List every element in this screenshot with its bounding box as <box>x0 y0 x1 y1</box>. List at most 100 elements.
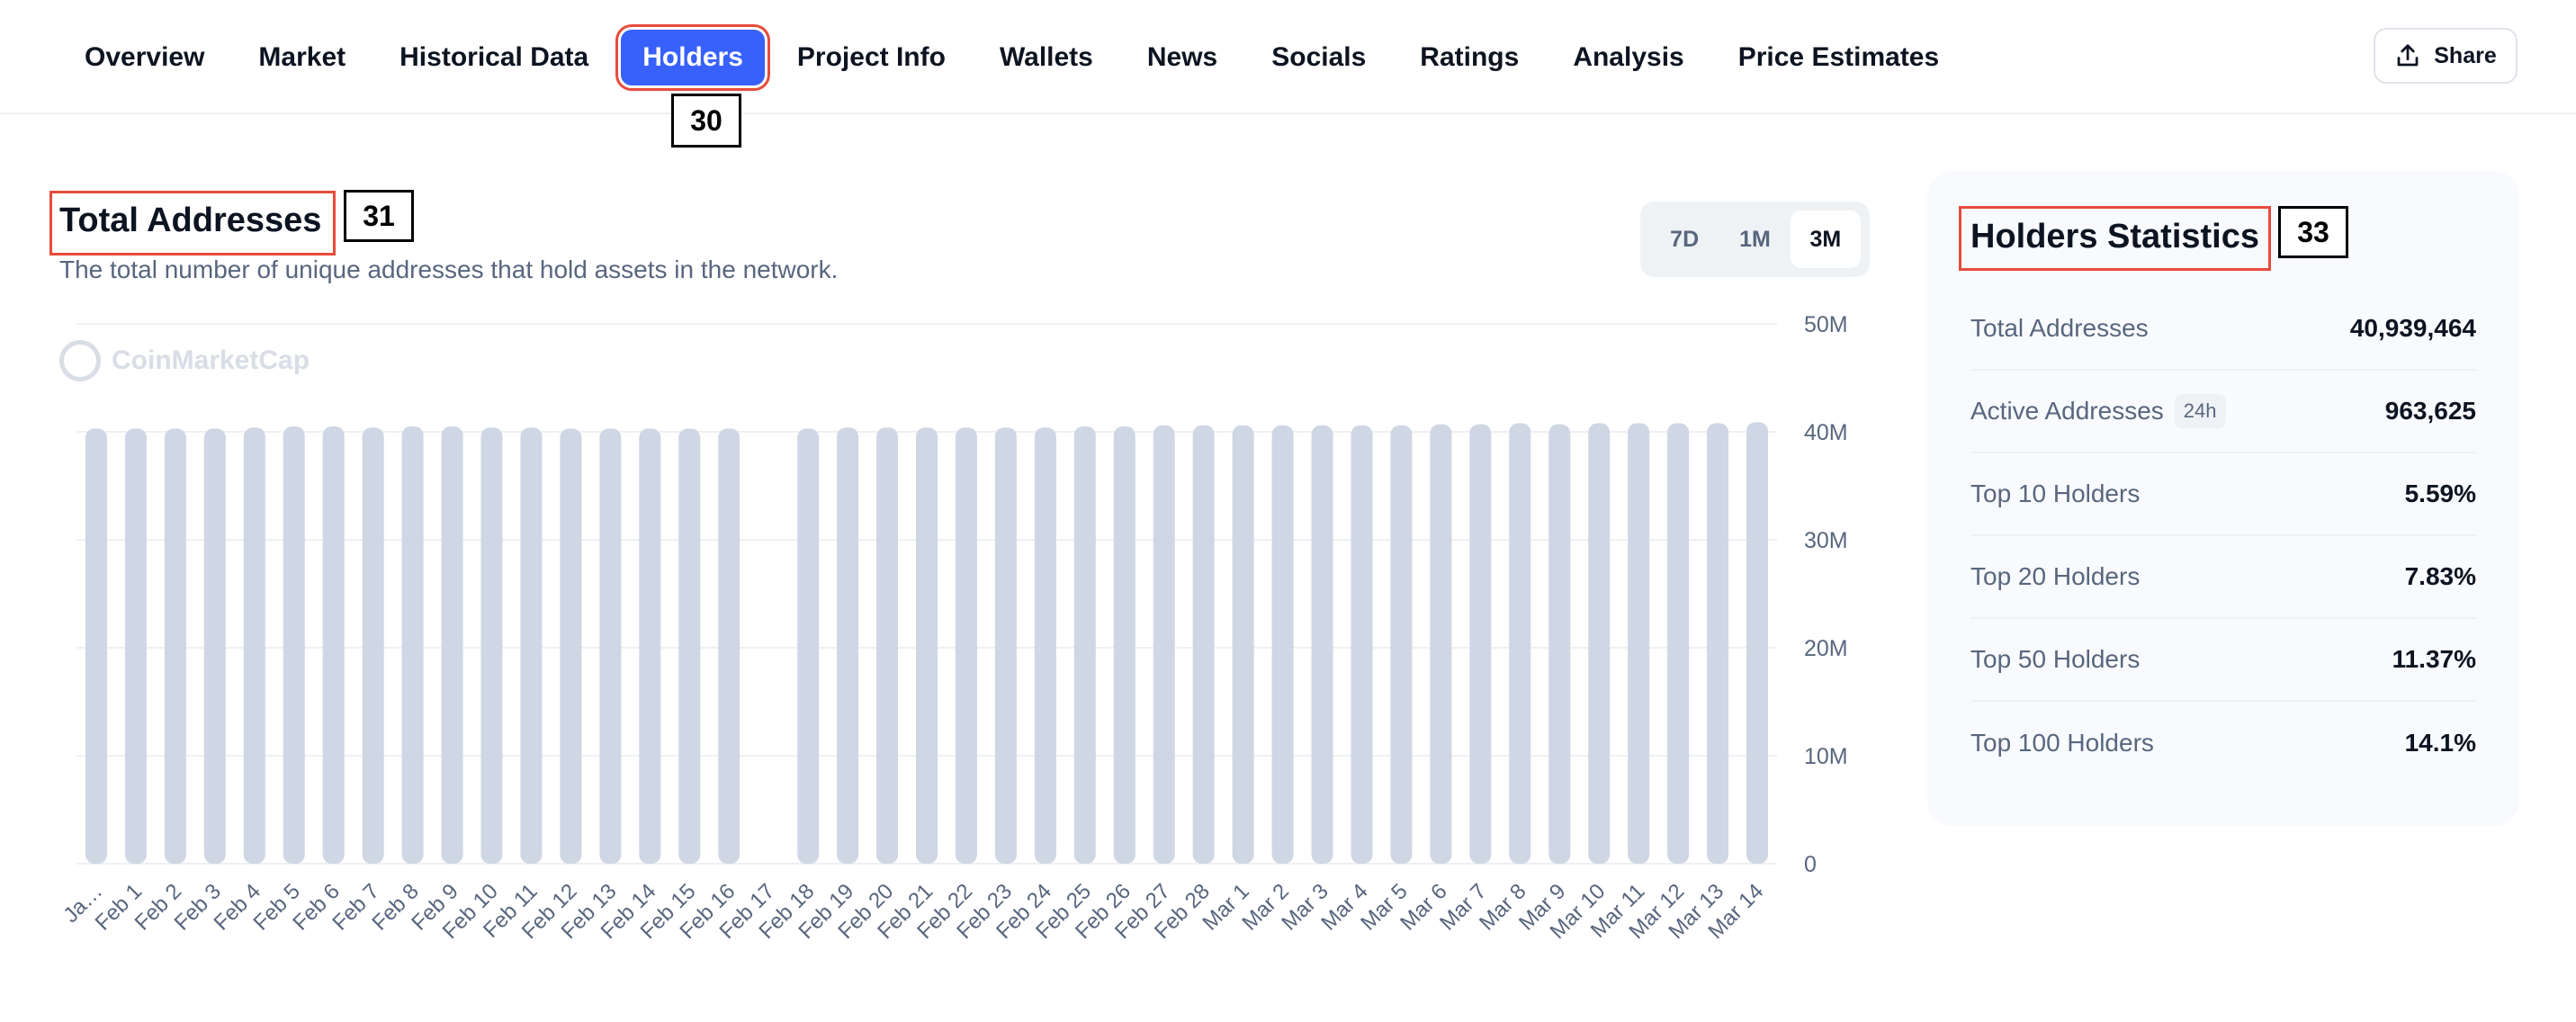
top-navigation: Overview Market Historical Data Holders … <box>0 0 2576 114</box>
bar[interactable] <box>994 427 1017 864</box>
stat-row-top-20-holders: Top 20 Holders 7.83% <box>1970 536 2476 619</box>
bar[interactable] <box>362 427 384 864</box>
stat-label: Active Addresses 24h <box>1970 394 2226 428</box>
range-3m-button[interactable]: 3M <box>1790 211 1861 268</box>
bar[interactable] <box>124 428 147 864</box>
stat-row-total-addresses: Total Addresses 40,939,464 <box>1970 288 2476 371</box>
annotation-badge-total-addresses: 31 <box>344 190 414 242</box>
bar[interactable] <box>1073 426 1096 864</box>
bar[interactable] <box>1746 422 1769 864</box>
range-1m-button[interactable]: 1M <box>1739 226 1771 252</box>
bar[interactable] <box>678 428 701 864</box>
bar[interactable] <box>1232 425 1254 864</box>
bar[interactable] <box>1469 424 1492 864</box>
y-tick-label: 40M <box>1804 420 1848 445</box>
bar[interactable] <box>1311 425 1333 864</box>
stat-row-top-50-holders: Top 50 Holders 11.37% <box>1970 619 2476 702</box>
share-button[interactable]: Share <box>2374 28 2518 84</box>
y-tick-label: 50M <box>1804 312 1848 337</box>
tab-overview[interactable]: Overview <box>85 42 205 72</box>
stat-value: 11.37% <box>2392 645 2476 673</box>
bar[interactable] <box>164 428 186 864</box>
annotation-box-holders-statistics <box>1959 206 2271 271</box>
bar[interactable] <box>718 428 740 864</box>
bar[interactable] <box>243 427 265 864</box>
bar[interactable] <box>1390 425 1413 864</box>
bar[interactable] <box>837 427 859 864</box>
share-label: Share <box>2434 42 2497 68</box>
watermark-text: CoinMarketCap <box>112 345 310 375</box>
bar[interactable] <box>283 426 305 864</box>
coinmarketcap-watermark: CoinMarketCap <box>59 340 310 381</box>
stat-value: 7.83% <box>2404 562 2476 590</box>
bar[interactable] <box>797 428 820 864</box>
bar[interactable] <box>441 426 463 864</box>
time-range-toggle: 7D 1M 3M <box>1640 202 1870 277</box>
stat-value: 14.1% <box>2404 729 2476 757</box>
stat-label: Top 20 Holders <box>1970 562 2141 590</box>
stat-label: Top 100 Holders <box>1970 729 2154 757</box>
holders-statistics-title: Holders Statistics <box>1970 218 2259 256</box>
tab-price-estimates[interactable]: Price Estimates <box>1737 42 1940 72</box>
stat-value: 5.59% <box>2404 480 2476 507</box>
stat-label: Top 50 Holders <box>1970 645 2141 673</box>
bar[interactable] <box>1509 423 1531 864</box>
bar[interactable] <box>1430 424 1452 864</box>
bar[interactable] <box>480 427 503 864</box>
annotation-badge-holders-tab: 30 <box>671 94 741 148</box>
tab-project-info[interactable]: Project Info <box>796 42 946 72</box>
tab-ratings[interactable]: Ratings <box>1420 42 1520 72</box>
period-tag: 24h <box>2174 394 2226 428</box>
bar[interactable] <box>85 428 107 864</box>
bar[interactable] <box>560 428 582 864</box>
bar[interactable] <box>1153 425 1175 864</box>
stat-value: 40,939,464 <box>2349 314 2476 342</box>
stat-label-text: Active Addresses <box>1970 397 2164 425</box>
bar[interactable] <box>1707 423 1729 864</box>
y-tick-label: 20M <box>1804 636 1848 661</box>
bar[interactable] <box>1034 427 1056 864</box>
bar[interactable] <box>1271 425 1294 864</box>
bar[interactable] <box>401 426 424 864</box>
stat-label: Total Addresses <box>1970 314 2149 342</box>
bar[interactable] <box>322 426 345 864</box>
stat-label: Top 10 Holders <box>1970 480 2141 507</box>
tab-wallets[interactable]: Wallets <box>999 42 1093 72</box>
stat-row-top-10-holders: Top 10 Holders 5.59% <box>1970 453 2476 536</box>
annotation-badge-holders-statistics: 33 <box>2278 206 2348 258</box>
y-tick-label: 0 <box>1804 852 1817 877</box>
tab-socials[interactable]: Socials <box>1271 42 1367 72</box>
coinmarketcap-logo-icon <box>59 340 101 381</box>
bar[interactable] <box>1628 423 1650 864</box>
stat-value: 963,625 <box>2384 397 2476 425</box>
bar[interactable] <box>1588 423 1611 864</box>
section-tabs: Overview Market Historical Data Holders … <box>63 24 1971 91</box>
bar[interactable] <box>1351 425 1373 864</box>
bar[interactable] <box>955 427 977 864</box>
bar[interactable] <box>203 428 226 864</box>
y-tick-label: 30M <box>1804 528 1848 553</box>
tab-news[interactable]: News <box>1146 42 1218 72</box>
bar[interactable] <box>1548 424 1571 864</box>
chart-title: Total Addresses <box>59 202 322 239</box>
tab-holders[interactable]: Holders <box>615 24 770 91</box>
bar[interactable] <box>639 428 661 864</box>
bar[interactable] <box>1192 425 1215 864</box>
range-7d-button[interactable]: 7D <box>1670 226 1700 252</box>
tab-analysis[interactable]: Analysis <box>1573 42 1684 72</box>
chart-subtitle: The total number of unique addresses tha… <box>59 256 839 283</box>
tab-historical-data[interactable]: Historical Data <box>399 42 589 72</box>
holders-statistics-card <box>1927 171 2519 826</box>
y-tick-label: 10M <box>1804 744 1848 769</box>
stat-row-top-100-holders: Top 100 Holders 14.1% <box>1970 702 2476 784</box>
share-icon <box>2397 44 2419 67</box>
bar[interactable] <box>1667 423 1690 864</box>
bar[interactable] <box>599 428 622 864</box>
stat-row-active-addresses: Active Addresses 24h 963,625 <box>1970 371 2476 453</box>
bar[interactable] <box>916 427 938 864</box>
tab-market[interactable]: Market <box>258 42 346 72</box>
bar[interactable] <box>876 427 899 864</box>
bar[interactable] <box>520 427 543 864</box>
bar[interactable] <box>1113 426 1135 864</box>
